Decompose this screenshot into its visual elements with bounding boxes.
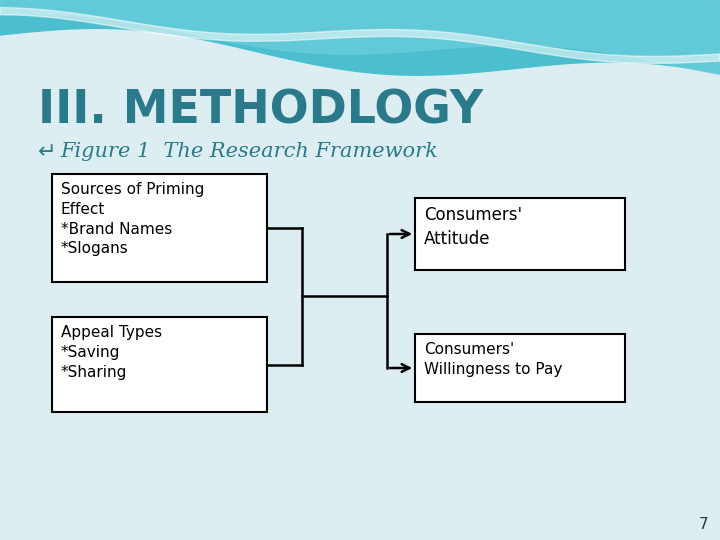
FancyBboxPatch shape (415, 334, 625, 402)
Text: Consumers'
Attitude: Consumers' Attitude (424, 206, 522, 248)
Text: Figure 1  The Research Framework: Figure 1 The Research Framework (60, 142, 438, 161)
FancyBboxPatch shape (415, 198, 625, 270)
Text: Appeal Types
*Saving
*Sharing: Appeal Types *Saving *Sharing (61, 325, 162, 380)
Text: Consumers'
Willingness to Pay: Consumers' Willingness to Pay (424, 342, 562, 377)
Text: Sources of Priming
Effect
*Brand Names
*Slogans: Sources of Priming Effect *Brand Names *… (61, 182, 204, 256)
Text: ↵: ↵ (38, 142, 57, 162)
FancyBboxPatch shape (52, 174, 267, 282)
Text: 7: 7 (698, 517, 708, 532)
FancyBboxPatch shape (52, 317, 267, 412)
Text: III. METHODLOGY: III. METHODLOGY (38, 88, 483, 133)
